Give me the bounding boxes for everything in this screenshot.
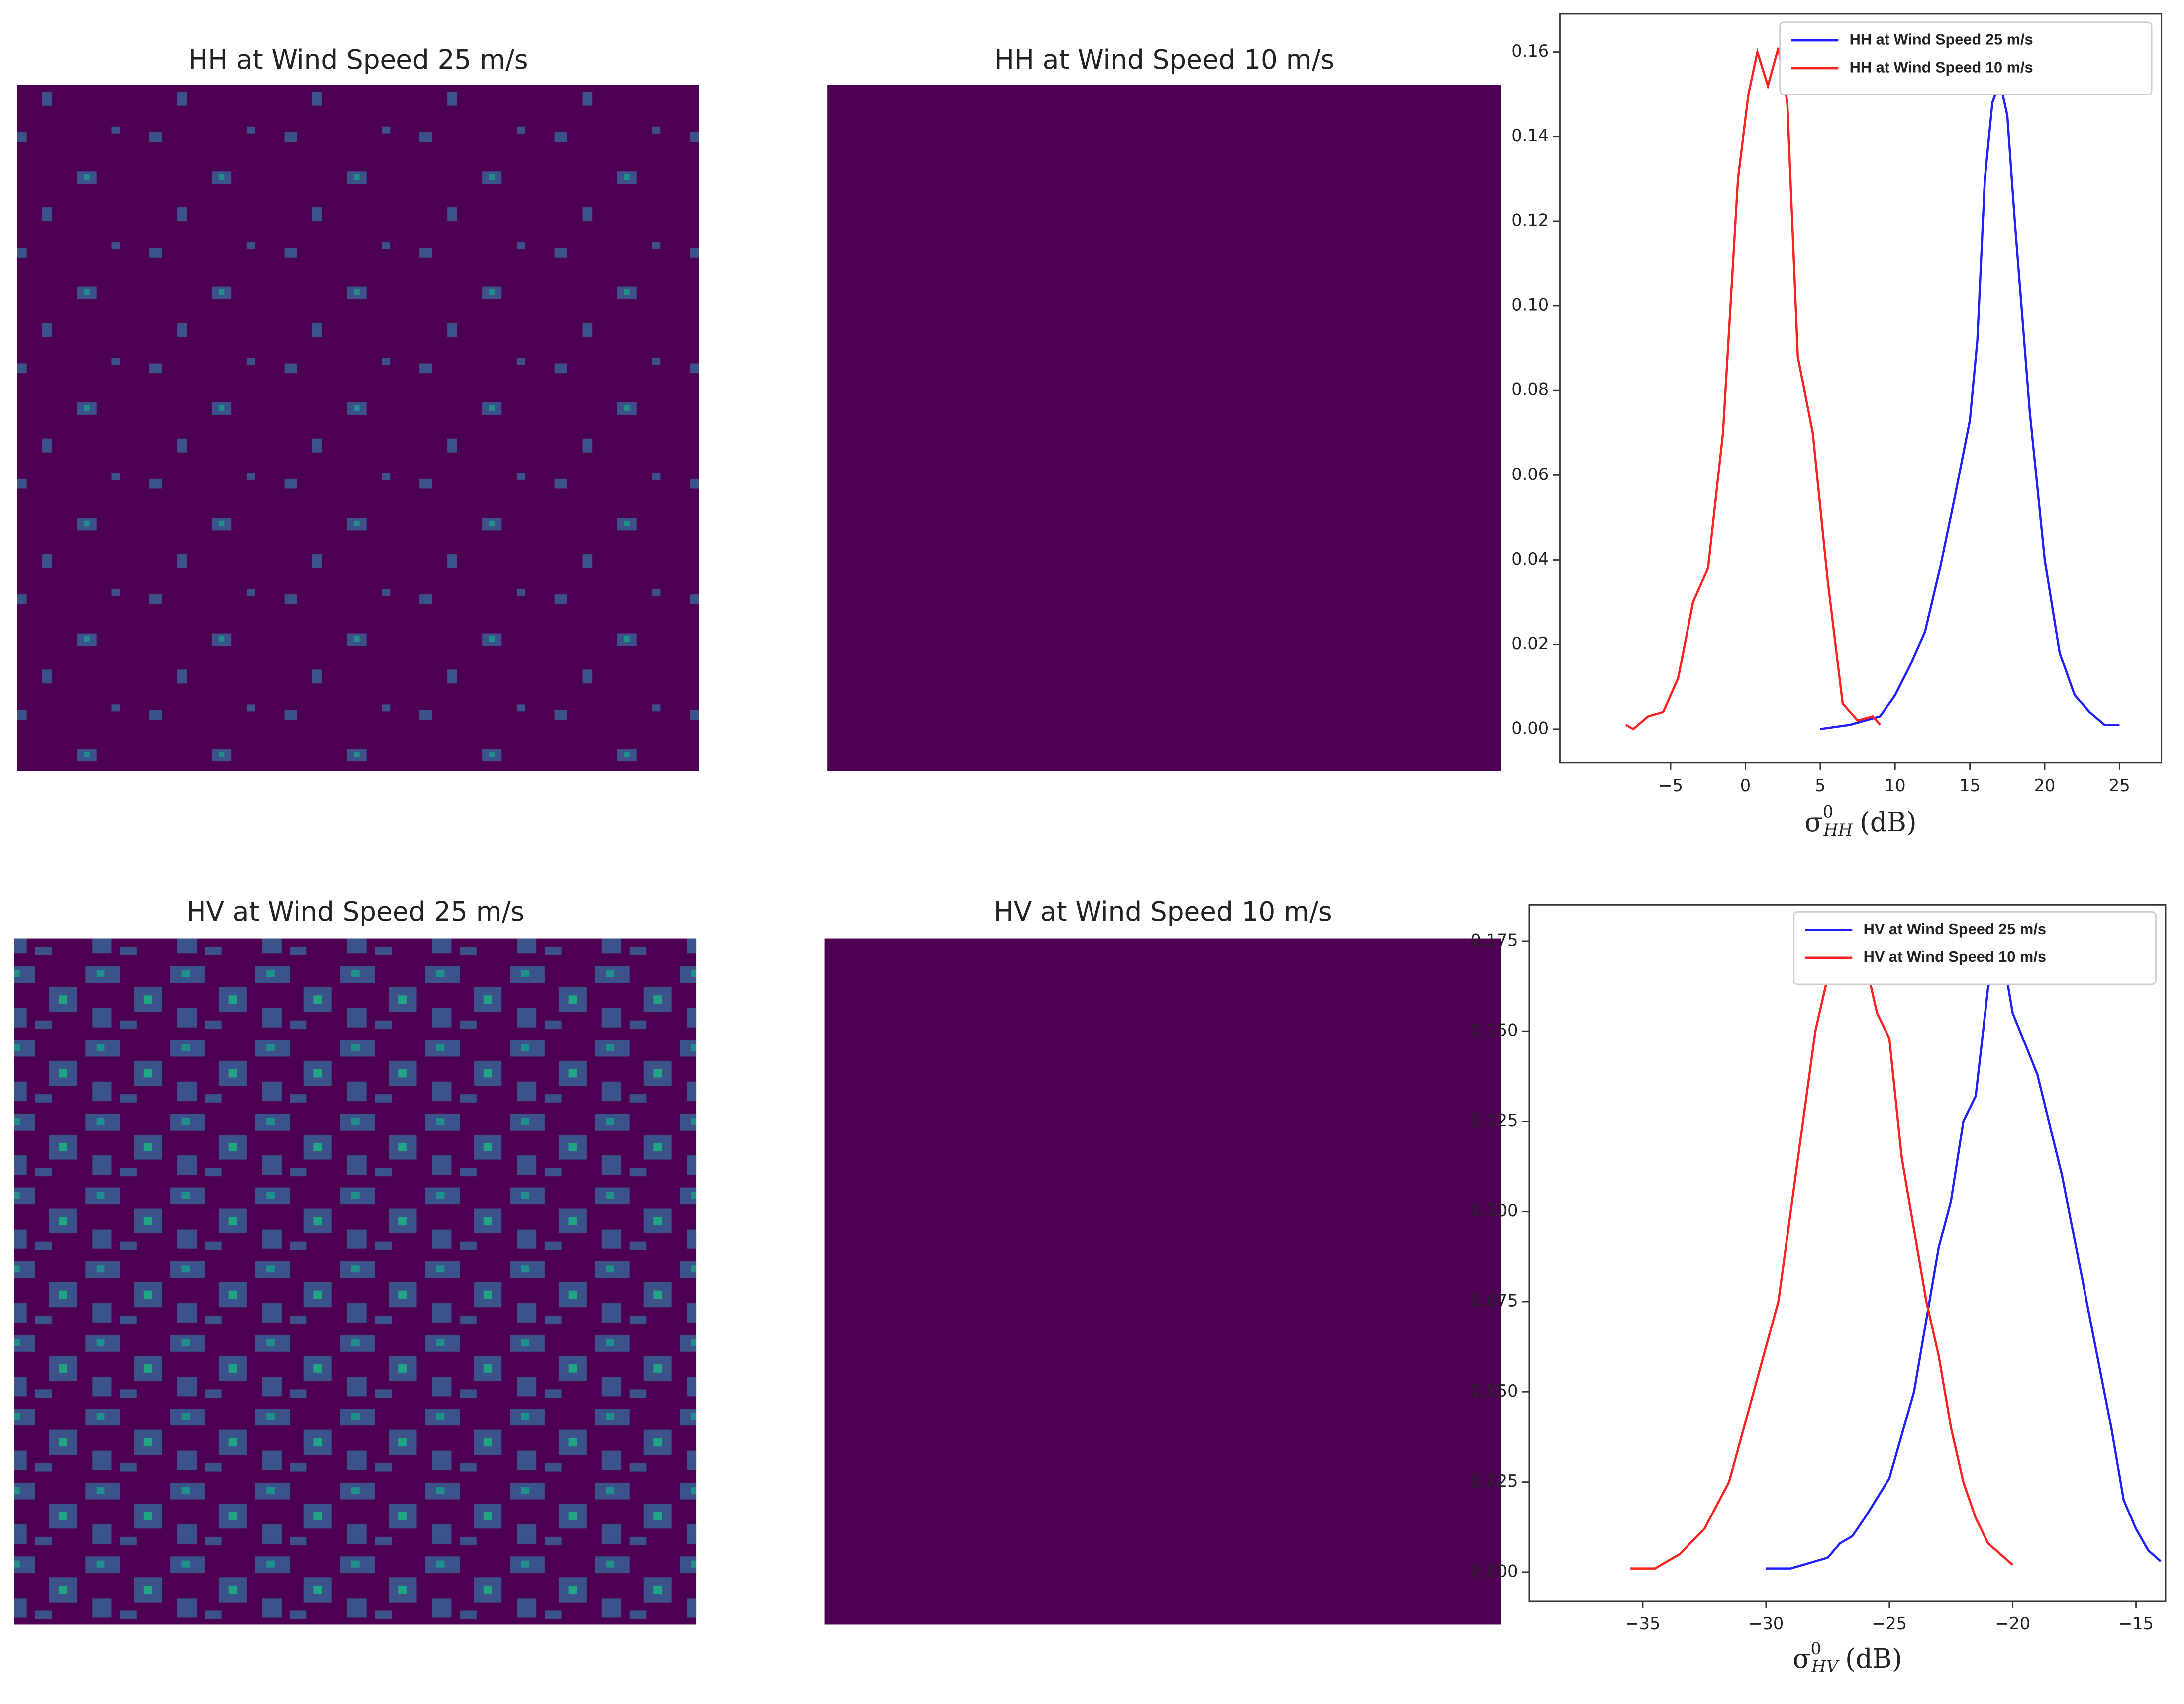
y-tick-label: 0.04: [1511, 549, 1549, 568]
x-axis-label-part: (dB): [1845, 1643, 1902, 1674]
x-tick-label: −30: [1748, 1614, 1784, 1633]
x-axis-label: σ0 HH (dB): [1804, 802, 1916, 840]
y-tick-label: 0.06: [1511, 465, 1549, 484]
y-tick-label: 0.125: [1470, 1111, 1518, 1130]
x-axis-label-part: σ: [1804, 807, 1822, 838]
y-tick-label: 0.050: [1470, 1381, 1518, 1401]
x-axis-label-part: 0: [1823, 802, 1833, 822]
image: [824, 938, 1501, 1625]
x-tick-label: −5: [1658, 776, 1683, 795]
texture: [14, 938, 697, 1625]
y-tick-label: 0.075: [1470, 1291, 1518, 1311]
panel-title: HH at Wind Speed 25 m/s: [188, 44, 528, 75]
image: [827, 85, 1501, 771]
y-tick-label: 0.12: [1511, 210, 1549, 230]
x-tick-label: −15: [2118, 1614, 2154, 1633]
y-tick-label: 0.00: [1511, 718, 1549, 738]
y-tick-label: 0.10: [1511, 295, 1549, 315]
panel-title: HH at Wind Speed 10 m/s: [994, 44, 1334, 75]
y-tick-label: 0.08: [1511, 380, 1549, 399]
legend-label: HH at Wind Speed 10 m/s: [1850, 58, 2033, 76]
legend-label: HV at Wind Speed 10 m/s: [1864, 948, 2046, 965]
legend-box: [1779, 21, 2153, 95]
x-axis-label-part: 0: [1811, 1639, 1821, 1658]
x-tick-label: −25: [1872, 1614, 1907, 1633]
x-tick-label: −20: [1995, 1614, 2030, 1633]
x-axis-label-part: (dB): [1860, 807, 1917, 838]
x-tick-label: 0: [1740, 776, 1751, 795]
plot-frame: [1559, 13, 2163, 764]
y-tick-label: 0.14: [1511, 126, 1549, 145]
x-tick-label: −35: [1625, 1614, 1661, 1633]
legend-box: [1793, 911, 2157, 985]
y-tick-label: 0.000: [1470, 1561, 1518, 1581]
y-tick-label: 0.16: [1511, 41, 1549, 61]
x-axis-label-part: σ: [1792, 1643, 1810, 1674]
y-tick-label: 0.100: [1470, 1201, 1518, 1220]
series-line: [1820, 77, 2120, 731]
x-axis-label-part: HV: [1811, 1657, 1840, 1676]
legend-label: HV at Wind Speed 25 m/s: [1864, 920, 2046, 938]
legend-label: HH at Wind Speed 25 m/s: [1850, 30, 2033, 48]
x-tick-label: 5: [1815, 776, 1825, 795]
chart-layer: HH at Wind Speed 25 m/s HH at Wind Speed …: [186, 13, 2167, 1676]
series-line: [1625, 47, 1881, 731]
panel-title: HV at Wind Speed 10 m/s: [994, 896, 1332, 927]
x-tick-label: 20: [2034, 776, 2056, 795]
panel-title: HV at Wind Speed 25 m/s: [186, 896, 524, 927]
y-tick-label: 0.175: [1470, 930, 1518, 949]
x-tick-label: 15: [1959, 776, 1981, 795]
y-tick-label: 0.025: [1470, 1471, 1518, 1491]
x-axis-label: σ0 HV (dB): [1792, 1639, 1902, 1676]
series-line: [1766, 941, 2162, 1570]
x-axis-label-part: HH: [1823, 820, 1853, 840]
y-tick-label: 0.150: [1470, 1021, 1518, 1040]
texture: [17, 85, 699, 771]
x-tick-label: 25: [2109, 776, 2130, 795]
plot-frame: [1528, 904, 2167, 1602]
y-tick-label: 0.02: [1511, 634, 1549, 653]
x-tick-label: 10: [1885, 776, 1906, 795]
